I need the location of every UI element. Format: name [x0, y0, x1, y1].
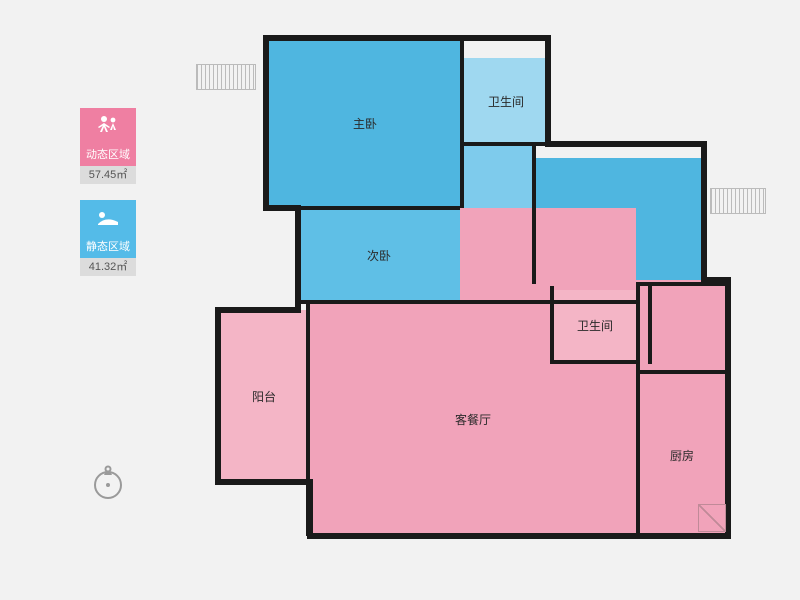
floorplan: 主卧卫生间次卧次卧客餐厅阳台卫生间阳台厨房: [210, 30, 770, 570]
room-label: 卫生间: [488, 93, 524, 110]
room-corridor_top: [460, 144, 536, 208]
room-bath1: 卫生间: [464, 58, 548, 144]
legend-dynamic-label: 动态区域: [80, 144, 136, 166]
inner-wall: [636, 282, 640, 536]
legend-static: 静态区域 41.32㎡: [80, 200, 136, 276]
room-label: 次卧: [367, 247, 391, 264]
inner-wall: [636, 370, 728, 374]
legend-dynamic: 动态区域 57.45㎡: [80, 108, 136, 184]
people-icon: [80, 108, 136, 144]
inner-wall: [306, 302, 310, 536]
inner-wall: [266, 206, 460, 210]
inner-wall: [550, 360, 636, 364]
balcony-rail: [196, 64, 256, 90]
inner-wall: [298, 300, 636, 304]
room-balcony_left: 阳台: [218, 310, 310, 482]
legend-static-label: 静态区域: [80, 236, 136, 258]
inner-wall: [550, 286, 554, 364]
room-living_ext: [460, 208, 636, 302]
room-label: 主卧: [353, 115, 377, 132]
inner-wall: [648, 286, 652, 364]
room-label: 厨房: [670, 447, 694, 464]
compass-icon: [90, 465, 126, 501]
legend-static-value: 41.32㎡: [80, 258, 136, 276]
inner-wall: [532, 144, 536, 284]
legend-dynamic-value: 57.45㎡: [80, 166, 136, 184]
inner-wall: [460, 38, 464, 208]
room-label: 客餐厅: [455, 411, 491, 428]
room-label: 阳台: [252, 388, 276, 405]
rest-icon: [80, 200, 136, 236]
balcony-rail: [710, 188, 766, 214]
floor-hatch: [698, 504, 726, 532]
room-master_bedroom: 主卧: [266, 38, 464, 208]
room-bedroom2_left: 次卧: [298, 208, 460, 302]
room-label: 卫生间: [577, 317, 613, 334]
